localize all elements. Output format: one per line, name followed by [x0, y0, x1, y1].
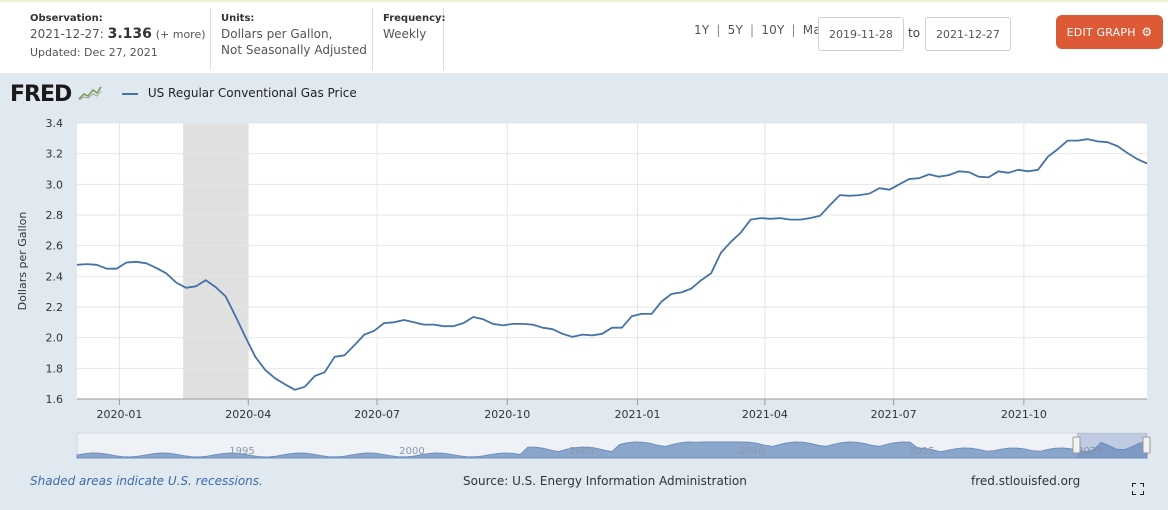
plot-area [77, 123, 1147, 399]
range-separator: | [791, 23, 796, 37]
navigator-tick-label: 1995 [229, 446, 254, 457]
frequency-block: Frequency: Weekly [372, 8, 446, 70]
legend-swatch [122, 92, 138, 95]
navigator-series [76, 441, 1148, 459]
recession-band [183, 123, 249, 399]
y-tick-label: 3.0 [46, 178, 64, 191]
gear-icon: ⚙ [1141, 25, 1153, 39]
end-date-input[interactable] [925, 17, 1011, 51]
x-tick-label: 2020-07 [354, 408, 400, 421]
navigator-right-handle[interactable] [1142, 436, 1151, 454]
observation-line: 2021-12-27: 3.136 (+ more) [30, 26, 210, 43]
edit-graph-button[interactable]: EDIT GRAPH ⚙ [1056, 15, 1163, 49]
x-tick-label: 2020-01 [96, 408, 142, 421]
units-line-2: Not Seasonally Adjusted [221, 43, 367, 57]
navigator-tick-label: 2010 [739, 446, 764, 457]
range-separator: | [750, 23, 755, 37]
x-tick-label: 2021-07 [871, 408, 917, 421]
y-tick-label: 2.8 [46, 209, 64, 222]
observation-value: 3.136 [107, 26, 152, 42]
chart-legend: US Regular Conventional Gas Price [122, 86, 357, 100]
edit-graph-label: EDIT GRAPH [1066, 26, 1136, 39]
y-tick-label: 2.0 [46, 332, 64, 345]
y-tick-label: 2.2 [46, 301, 64, 314]
observation-more-link[interactable]: (+ more) [155, 28, 206, 41]
fred-logo-text: FRED [10, 82, 72, 107]
fred-logo-chart-icon [77, 85, 102, 101]
y-tick-label: 1.6 [46, 393, 64, 406]
range-1y-button[interactable]: 1Y [694, 23, 710, 37]
observation-label: Observation: [30, 13, 103, 24]
updated-date: Updated: Dec 27, 2021 [30, 46, 158, 59]
navigator-tick-label: 2015 [909, 446, 934, 457]
x-tick-label: 2021-01 [614, 408, 660, 421]
source-note: Source: U.S. Energy Information Administ… [463, 474, 747, 488]
site-link[interactable]: fred.stlouisfed.org [971, 474, 1081, 488]
range-separator: | [716, 23, 721, 37]
navigator-tick-label: 2020 [1077, 446, 1102, 457]
frequency-value: Weekly [383, 27, 427, 41]
navigator-tick-label: 2000 [399, 446, 424, 457]
recession-note: Shaded areas indicate U.S. recessions. [30, 474, 263, 488]
fullscreen-icon[interactable] [1131, 482, 1145, 497]
x-tick-label: 2020-10 [484, 408, 530, 421]
range-5y-button[interactable]: 5Y [727, 23, 744, 37]
y-axis-label: Dollars per Gallon [16, 212, 29, 311]
frequency-label: Frequency: [383, 13, 446, 24]
x-tick-label: 2021-04 [742, 408, 788, 421]
x-tick-label: 2021-10 [1001, 408, 1047, 421]
x-tick-label: 2020-04 [225, 408, 271, 421]
to-label: to [908, 26, 921, 40]
y-tick-label: 2.6 [46, 240, 64, 253]
observation-date: 2021-12-27: [30, 27, 104, 41]
units-block: Units: Dollars per Gallon, Not Seasonall… [210, 8, 372, 70]
chart: 1.6 1.8 2.0 2.2 2.4 2.6 2.8 3.0 3.2 3.4 2020-01 202… [16, 117, 1151, 459]
range-selector: 1Y | 5Y | 10Y | Max [694, 23, 828, 37]
y-tick-label: 3.4 [46, 117, 64, 130]
units-label: Units: [221, 13, 255, 24]
series-line [76, 138, 1148, 391]
top-bar: Observation: 2021-12-27: 3.136 (+ more) … [0, 0, 1168, 73]
observation-block: Observation: 2021-12-27: 3.136 (+ more) … [30, 12, 210, 61]
navigator-selection[interactable] [1077, 433, 1147, 458]
units-line-1: Dollars per Gallon, [221, 27, 333, 41]
y-tick-label: 3.2 [46, 148, 64, 161]
navigator-tick-label: 2005 [569, 446, 594, 457]
y-tick-label: 1.8 [46, 362, 64, 375]
legend-series-name: US Regular Conventional Gas Price [147, 86, 357, 100]
y-tick-label: 2.4 [46, 270, 64, 283]
range-10y-button[interactable]: 10Y [761, 23, 785, 37]
navigator-left-handle[interactable] [1072, 436, 1081, 454]
fred-logo[interactable]: FRED [10, 82, 102, 107]
start-date-input[interactable] [818, 17, 904, 51]
